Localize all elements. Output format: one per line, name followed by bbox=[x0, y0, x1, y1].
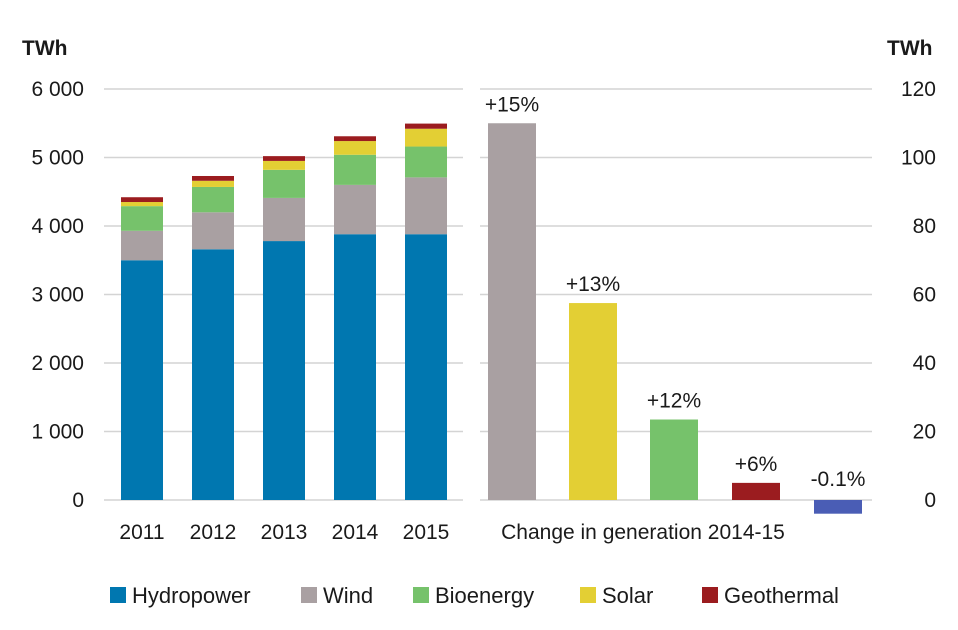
legend-swatch-geothermal bbox=[702, 587, 718, 603]
legend-swatch-hydropower bbox=[110, 587, 126, 603]
right-tick-label: 40 bbox=[913, 352, 936, 375]
legend-item-wind: Wind bbox=[301, 583, 373, 608]
bar-solar-2012 bbox=[192, 180, 234, 187]
change-bar-bioenergy bbox=[650, 419, 698, 500]
bar-wind-2014 bbox=[334, 184, 376, 235]
left-tick-label: 5 000 bbox=[31, 147, 84, 170]
bar-solar-2011 bbox=[121, 202, 163, 207]
bar-hydropower-2013 bbox=[263, 241, 305, 500]
change-axis-label: Change in generation 2014-15 bbox=[501, 521, 785, 544]
right-tick-label: 20 bbox=[913, 421, 936, 444]
bar-solar-2015 bbox=[405, 128, 447, 147]
year-axis-labels: 2011 2012 2013 2014 2015 bbox=[119, 521, 449, 544]
legend-swatch-bioenergy bbox=[413, 587, 429, 603]
bar-bioenergy-2012 bbox=[192, 186, 234, 213]
change-label-geothermal: +6% bbox=[735, 453, 778, 476]
left-tick-label: 0 bbox=[72, 489, 84, 512]
left-tick-label: 4 000 bbox=[31, 215, 84, 238]
legend-item-bioenergy: Bioenergy bbox=[413, 583, 534, 608]
bar-geothermal-2011 bbox=[121, 197, 163, 203]
right-tick-label: 120 bbox=[901, 78, 936, 101]
bar-wind-2011 bbox=[121, 230, 163, 261]
legend-label-wind: Wind bbox=[323, 583, 373, 608]
change-bars: +15% +13% +12% +6% -0.1% bbox=[485, 93, 866, 514]
change-bar-geothermal bbox=[732, 482, 780, 500]
bar-geothermal-2015 bbox=[405, 123, 447, 129]
bar-geothermal-2014 bbox=[334, 136, 376, 142]
change-label-wind: +15% bbox=[485, 93, 539, 116]
legend-label-bioenergy: Bioenergy bbox=[435, 583, 534, 608]
bar-bioenergy-2015 bbox=[405, 146, 447, 178]
legend-label-hydropower: Hydropower bbox=[132, 583, 251, 608]
bar-bioenergy-2013 bbox=[263, 169, 305, 198]
bar-wind-2015 bbox=[405, 177, 447, 235]
legend-swatch-wind bbox=[301, 587, 317, 603]
right-tick-label: 0 bbox=[924, 489, 936, 512]
change-bar-hydropower bbox=[814, 500, 862, 514]
legend-item-geothermal: Geothermal bbox=[702, 583, 839, 608]
stacked-bars bbox=[121, 123, 447, 500]
left-tick-label: 1 000 bbox=[31, 421, 84, 444]
bar-geothermal-2013 bbox=[263, 156, 305, 161]
legend-item-hydropower: Hydropower bbox=[110, 583, 251, 608]
left-tick-label: 6 000 bbox=[31, 78, 84, 101]
legend-label-solar: Solar bbox=[602, 583, 653, 608]
year-label-2011: 2011 bbox=[119, 521, 164, 544]
change-bar-solar bbox=[569, 303, 617, 500]
right-y-axis: TWh 0 20 40 60 80 100 120 bbox=[887, 37, 936, 512]
legend: Hydropower Wind Bioenergy Solar Geothermal bbox=[110, 583, 839, 608]
left-tick-label: 2 000 bbox=[31, 352, 84, 375]
bar-geothermal-2012 bbox=[192, 175, 234, 181]
bar-bioenergy-2014 bbox=[334, 154, 376, 185]
change-bar-wind bbox=[488, 123, 536, 500]
right-tick-label: 60 bbox=[913, 284, 936, 307]
year-label-2014: 2014 bbox=[332, 521, 379, 544]
change-label-bioenergy: +12% bbox=[647, 390, 701, 413]
change-label-solar: +13% bbox=[566, 273, 620, 296]
right-axis-unit: TWh bbox=[887, 37, 932, 60]
left-y-axis: TWh 0 1 000 2 000 3 000 4 000 5 000 6 000 bbox=[22, 37, 84, 512]
bar-solar-2014 bbox=[334, 141, 376, 155]
bar-hydropower-2014 bbox=[334, 234, 376, 500]
bar-wind-2012 bbox=[192, 212, 234, 250]
right-tick-label: 100 bbox=[901, 147, 936, 170]
bar-hydropower-2015 bbox=[405, 234, 447, 500]
legend-swatch-solar bbox=[580, 587, 596, 603]
left-axis-unit: TWh bbox=[22, 37, 67, 60]
legend-item-solar: Solar bbox=[580, 583, 653, 608]
year-label-2013: 2013 bbox=[261, 521, 308, 544]
bar-bioenergy-2011 bbox=[121, 206, 163, 231]
bar-wind-2013 bbox=[263, 197, 305, 242]
year-label-2015: 2015 bbox=[403, 521, 450, 544]
bar-hydropower-2011 bbox=[121, 260, 163, 500]
legend-label-geothermal: Geothermal bbox=[724, 583, 839, 608]
left-tick-label: 3 000 bbox=[31, 284, 84, 307]
bar-hydropower-2012 bbox=[192, 249, 234, 500]
bar-solar-2013 bbox=[263, 160, 305, 170]
change-label-hydropower: -0.1% bbox=[811, 468, 866, 491]
year-label-2012: 2012 bbox=[190, 521, 237, 544]
right-tick-label: 80 bbox=[913, 215, 936, 238]
